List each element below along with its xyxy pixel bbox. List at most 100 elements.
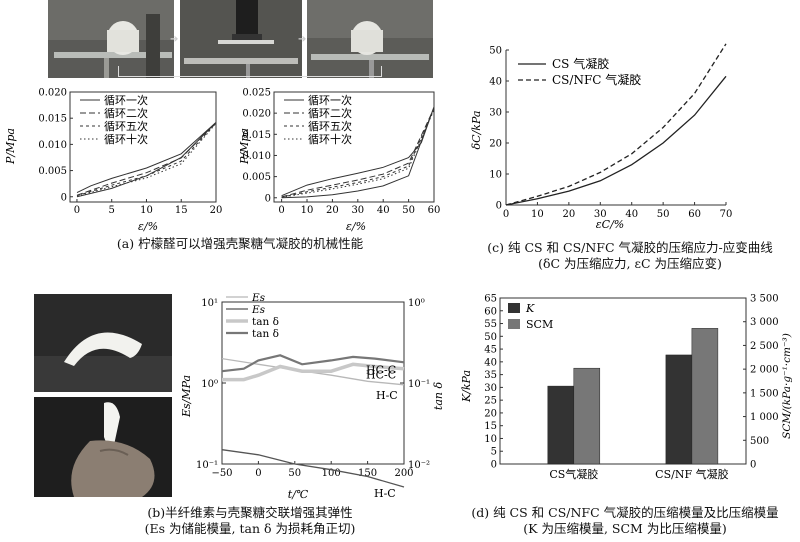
x-axis-label: t/℃ bbox=[288, 488, 309, 500]
y-axis-label: δC/kPa bbox=[470, 111, 483, 150]
y-axis-right-label: SCM/(kPa·g⁻¹·cm⁻³) bbox=[781, 333, 793, 439]
y-tick-label: 10¹ bbox=[201, 298, 218, 309]
y-tick-label: 1 000 bbox=[750, 412, 779, 423]
y-tick-label: 25 bbox=[484, 396, 497, 407]
x-axis-label: ε/% bbox=[346, 220, 366, 232]
x-tick-label: 20 bbox=[562, 209, 575, 220]
series-line bbox=[505, 43, 727, 206]
plot-frame bbox=[69, 91, 217, 203]
x-tick-label: 60 bbox=[688, 209, 701, 220]
y-tick-label: 0 bbox=[61, 192, 67, 203]
y-tick-label: 10⁻² bbox=[408, 460, 430, 471]
x-tick-label: 40 bbox=[625, 209, 638, 220]
x-tick-label: 15 bbox=[175, 205, 188, 216]
legend-label: K bbox=[525, 302, 535, 315]
bar bbox=[547, 385, 575, 465]
arrow-icon: ➔ bbox=[298, 34, 307, 45]
y-tick-label: 55 bbox=[484, 319, 497, 330]
category-label: CS气凝胶 bbox=[549, 467, 598, 481]
aerogel-photo-3 bbox=[307, 0, 433, 78]
x-tick-label: 50 bbox=[288, 468, 301, 479]
bar bbox=[665, 354, 693, 465]
y-tick-label: 1 500 bbox=[750, 388, 779, 399]
x-tick-label: 0 bbox=[503, 209, 509, 220]
chart-b: Es/MPa tan δ t/℃ −50 0 50 100 150 200 10¹ 10⁰ 10… bbox=[182, 292, 445, 500]
legend-label: 循环十次 bbox=[104, 132, 148, 146]
legend-label: 循环五次 bbox=[308, 119, 352, 133]
x-tick-label: 100 bbox=[322, 468, 341, 479]
x-axis-label: ε/% bbox=[138, 220, 158, 232]
y-tick-label: 0.005 bbox=[38, 166, 67, 177]
legend-label: 循环二次 bbox=[104, 106, 148, 120]
curved-film-photo bbox=[34, 294, 172, 392]
bracket-line bbox=[118, 66, 382, 77]
x-tick-label: 200 bbox=[394, 468, 413, 479]
x-tick-label: 10 bbox=[140, 205, 153, 216]
y-tick-label: 10 bbox=[484, 434, 497, 445]
y-tick-label: 0.010 bbox=[242, 151, 271, 162]
plot-frame bbox=[221, 301, 405, 465]
y-tick-label: 5 bbox=[491, 447, 497, 458]
y-tick-label: 35 bbox=[484, 370, 497, 381]
legend-label: Es bbox=[251, 292, 266, 304]
legend-label: 循环一次 bbox=[104, 93, 148, 107]
y-tick-label: 0.020 bbox=[242, 109, 271, 120]
y-tick-label: 50 bbox=[489, 46, 502, 57]
x-tick-label: 0 bbox=[278, 205, 284, 216]
x-tick-label: 50 bbox=[657, 209, 670, 220]
series-line bbox=[281, 108, 435, 198]
x-tick-label: 20 bbox=[326, 205, 339, 216]
y-tick-label: 2 500 bbox=[750, 341, 779, 352]
y-tick-label: 0 bbox=[750, 460, 756, 471]
x-tick-label: 150 bbox=[358, 468, 377, 479]
legend-label: CS/NFC 气凝胶 bbox=[552, 72, 641, 87]
series-label: HC-C bbox=[366, 363, 396, 376]
y-tick-label: 60 bbox=[484, 306, 497, 317]
chart-a-left: P/Mpa ε/% 0 5 10 15 20 0 0.005 0.010 0.015 0.020 循… bbox=[4, 88, 223, 233]
y-axis-label: P/Mpa bbox=[4, 128, 17, 165]
caption-b-line2: (Es 为储能模量, tan δ 为损耗角正切) bbox=[144, 521, 356, 536]
arrow-icon: ➔ bbox=[170, 34, 179, 45]
y-tick-label: 45 bbox=[484, 345, 497, 356]
y-tick-label: 3 000 bbox=[750, 317, 779, 328]
legend-swatch bbox=[508, 319, 520, 329]
x-tick-label: 50 bbox=[402, 205, 415, 216]
series-label: H-C bbox=[376, 389, 398, 402]
series-line bbox=[505, 75, 727, 206]
caption-a: (a) 柠檬醛可以增强壳聚糖气凝胶的机械性能 bbox=[116, 236, 364, 251]
x-tick-label: 30 bbox=[351, 205, 364, 216]
y-tick-label: 40 bbox=[484, 357, 497, 368]
x-axis-label: εC/% bbox=[596, 218, 624, 230]
series-label: HC-C bbox=[366, 368, 396, 381]
rolled-film-photo bbox=[34, 397, 172, 497]
caption-d-line2: (K 为压缩模量, SCM 为比压缩模量) bbox=[523, 521, 727, 536]
y-axis-left-label: Es/MPa bbox=[182, 375, 193, 418]
x-tick-label: 20 bbox=[210, 205, 223, 216]
series-line bbox=[76, 122, 217, 196]
plot-frame bbox=[499, 297, 747, 465]
series-label: H-C bbox=[374, 487, 396, 500]
y-tick-label: 0.015 bbox=[38, 114, 67, 125]
series-line bbox=[281, 106, 435, 199]
y-tick-label: 2 000 bbox=[750, 365, 779, 376]
y-axis-label: P/Mpa bbox=[238, 128, 251, 165]
y-tick-label: 10⁻¹ bbox=[408, 379, 430, 390]
caption-b-line1: (b)半纤维素与壳聚糖交联增强其弹性 bbox=[147, 505, 353, 520]
x-tick-label: 40 bbox=[377, 205, 390, 216]
y-tick-label: 0.005 bbox=[242, 172, 271, 183]
x-tick-label: 60 bbox=[428, 205, 441, 216]
category-label: CS/NF 气凝胶 bbox=[655, 467, 728, 481]
x-tick-label: 5 bbox=[109, 205, 115, 216]
y-tick-label: 50 bbox=[484, 332, 497, 343]
y-tick-label: 40 bbox=[489, 77, 502, 88]
caption-d-line1: (d) 纯 CS 和 CS/NFC 气凝胶的压缩模量及比压缩模量 bbox=[471, 505, 779, 520]
chart-a-right: P/Mpa ε/% 0 10 20 30 40 50 60 0 0.005 0.010 0.015 0… bbox=[238, 88, 441, 233]
y-tick-label: 0.020 bbox=[38, 88, 67, 99]
y-axis-left-label: K/kPa bbox=[460, 370, 473, 403]
plot-frame bbox=[273, 91, 435, 203]
y-tick-label: 15 bbox=[484, 421, 497, 432]
y-tick-label: 10⁻¹ bbox=[196, 460, 218, 471]
legend-label: CS 气凝胶 bbox=[552, 56, 609, 71]
y-tick-label: 10 bbox=[489, 170, 502, 181]
